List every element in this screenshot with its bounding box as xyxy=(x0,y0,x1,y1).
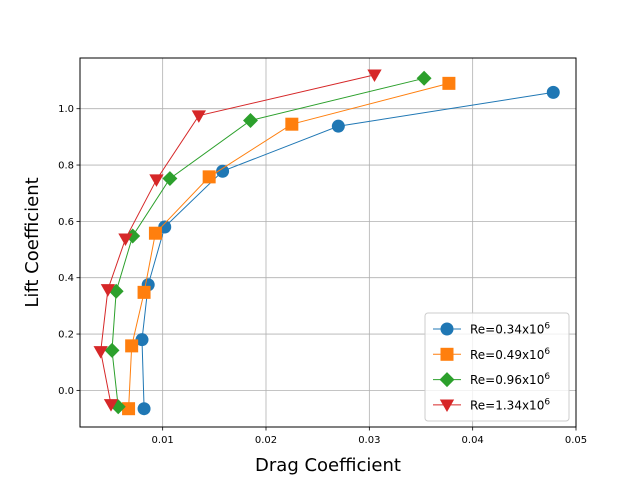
legend-marker xyxy=(440,347,454,361)
data-point xyxy=(367,69,382,83)
data-point xyxy=(442,76,456,90)
legend-marker xyxy=(439,372,455,388)
data-point xyxy=(148,226,162,240)
data-point xyxy=(285,117,299,131)
data-point xyxy=(110,399,126,415)
x-tick-label: 0.01 xyxy=(152,435,174,446)
legend-label: Re=0.34x106 xyxy=(470,322,550,337)
data-point xyxy=(100,284,116,297)
data-point xyxy=(137,285,151,299)
legend: Re=0.34x106 Re=0.49x106 Re=0.96x106 Re=1.34… xyxy=(424,312,570,422)
y-tick-label: 0.6 xyxy=(58,217,74,228)
data-point xyxy=(416,70,432,86)
data-point xyxy=(104,342,120,358)
series-3 xyxy=(104,70,432,415)
data-point xyxy=(243,113,258,129)
data-point xyxy=(191,110,206,123)
legend-label: Re=0.96x106 xyxy=(470,372,550,387)
legend-entry-3: Re=0.96x106 xyxy=(433,372,550,387)
series-4 xyxy=(93,69,382,412)
data-point xyxy=(122,402,136,416)
legend-marker xyxy=(440,322,454,336)
y-tick-label: 0.0 xyxy=(58,386,74,397)
axis-ticks: 0.01 0.02 0.03 0.04 0.05 0.0 0.2 0.4 0.6 0.8 1.0 xyxy=(58,104,587,446)
x-axis-title: Drag Coefficient xyxy=(255,455,401,476)
data-point xyxy=(118,233,133,246)
legend-entry-4: Re=1.34x106 xyxy=(433,397,550,412)
y-tick-label: 0.8 xyxy=(58,161,74,172)
legend-entry-1: Re=0.34x106 xyxy=(433,322,550,337)
legend-box xyxy=(424,312,570,422)
legend-entry-2: Re=0.49x106 xyxy=(433,347,550,362)
x-tick-label: 0.03 xyxy=(358,435,380,446)
data-point xyxy=(216,164,230,178)
data-point xyxy=(149,174,164,187)
x-tick-label: 0.05 xyxy=(565,435,587,446)
series-layer xyxy=(93,69,560,416)
legend-label: Re=0.49x106 xyxy=(470,347,550,362)
series-2 xyxy=(122,76,456,416)
x-tick-label: 0.02 xyxy=(255,435,277,446)
data-point xyxy=(546,85,560,99)
data-point xyxy=(137,402,151,416)
legend-label: Re=1.34x106 xyxy=(470,397,550,412)
data-point xyxy=(93,346,108,359)
y-axis-title: Lift Coefficient xyxy=(22,177,43,307)
y-tick-label: 0.2 xyxy=(58,330,74,341)
legend-marker xyxy=(439,399,455,413)
data-point xyxy=(125,339,139,353)
data-point xyxy=(135,333,149,347)
y-tick-label: 0.4 xyxy=(58,273,74,284)
data-point xyxy=(162,171,178,187)
plot-frame xyxy=(79,57,577,428)
x-tick-label: 0.04 xyxy=(462,435,484,446)
series-line xyxy=(128,82,450,409)
data-point xyxy=(103,399,119,412)
data-point xyxy=(202,170,216,184)
series-1 xyxy=(135,85,560,416)
y-tick-label: 1.0 xyxy=(58,104,74,115)
series-line xyxy=(111,77,425,407)
data-point xyxy=(331,119,345,133)
